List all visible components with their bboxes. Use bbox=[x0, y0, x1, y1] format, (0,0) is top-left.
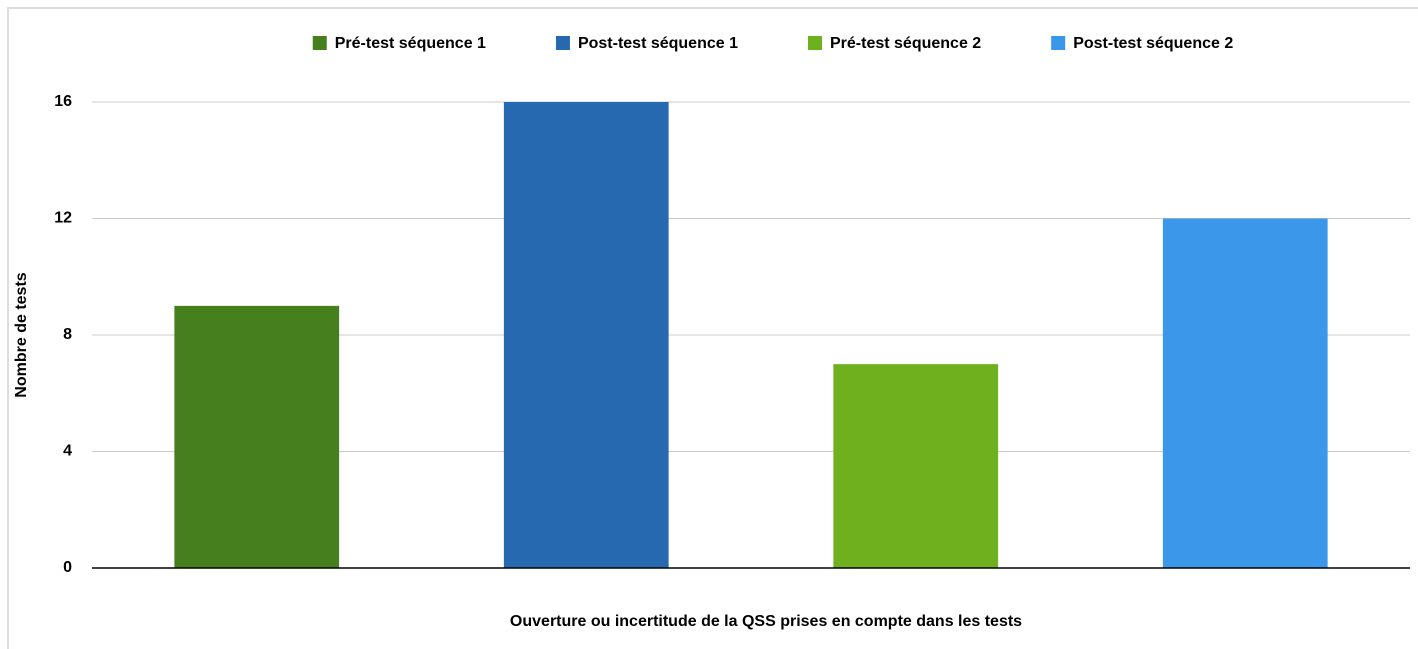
legend-label: Pré-test séquence 2 bbox=[830, 35, 981, 52]
legend-swatch bbox=[1051, 36, 1066, 50]
bar bbox=[174, 305, 340, 568]
bar bbox=[833, 364, 999, 568]
y-tick-label: 12 bbox=[54, 210, 72, 227]
y-tick-label: 4 bbox=[63, 443, 72, 460]
bar bbox=[1162, 218, 1328, 568]
y-axis-label: Nombre de tests bbox=[13, 272, 30, 397]
y-tick-label: 8 bbox=[63, 326, 72, 343]
legend-label: Post-test séquence 1 bbox=[578, 35, 738, 52]
chart-frame bbox=[7, 7, 1418, 649]
bar bbox=[503, 102, 669, 568]
legend-swatch bbox=[808, 36, 822, 50]
legend-label: Post-test séquence 2 bbox=[1073, 35, 1233, 52]
legend-label: Pré-test séquence 1 bbox=[335, 35, 486, 52]
legend-swatch bbox=[555, 36, 570, 50]
y-tick-label: 0 bbox=[63, 559, 72, 576]
legend-swatch bbox=[312, 36, 327, 50]
y-tick-label: 16 bbox=[54, 93, 72, 110]
x-axis-label: Ouverture ou incertitude de la QSS prise… bbox=[510, 613, 1022, 630]
